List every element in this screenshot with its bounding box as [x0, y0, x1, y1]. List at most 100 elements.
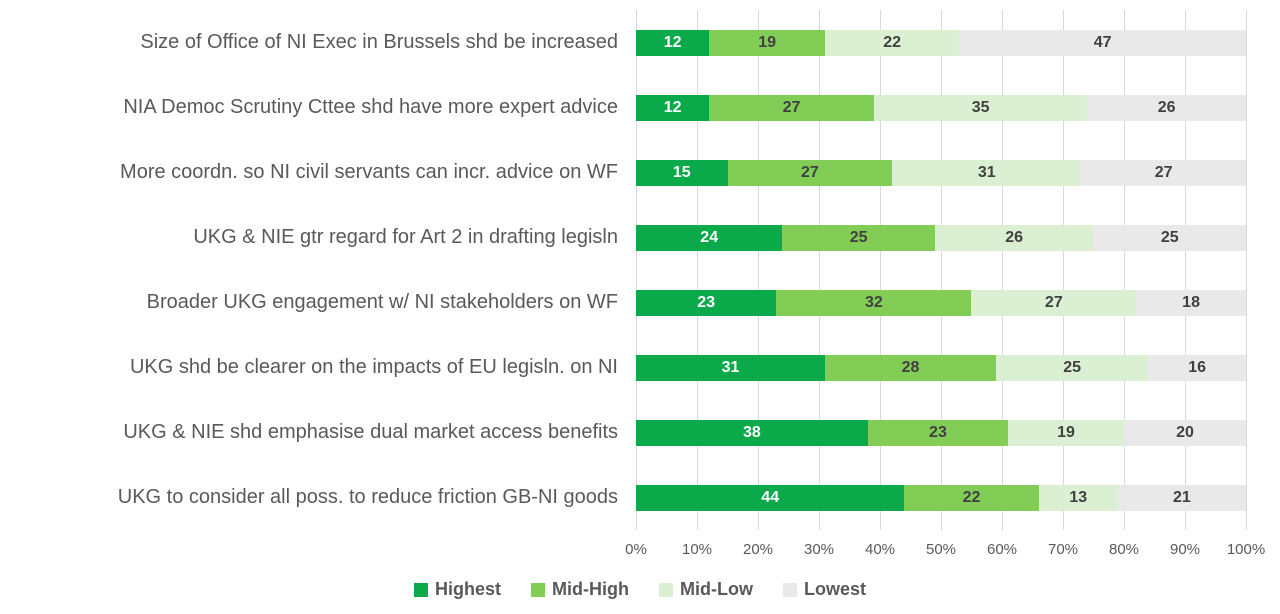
x-tick-label: 100%	[1226, 541, 1266, 558]
bar-segment-mid-low: 25	[995, 354, 1149, 381]
stacked-bar: 15 27 31 27	[636, 159, 1246, 186]
bar-segment-highest: 44	[636, 484, 905, 511]
legend-label: Mid-High	[552, 579, 629, 599]
gridline	[879, 10, 881, 530]
legend-item-highest: Highest	[414, 579, 501, 600]
gridline	[757, 10, 759, 530]
bar-row: 44 22 13 21	[636, 465, 1246, 530]
x-tick-label: 80%	[1108, 541, 1140, 558]
bar-segment-lowest: 27	[1081, 159, 1246, 186]
bars: 12 19 22 47 12 27 35 26 15 27 31 27 24 25 26 25 23 32 27 18…	[636, 10, 1246, 530]
value-label: 22	[962, 488, 981, 506]
gridlines	[635, 10, 1247, 530]
gridline	[1001, 10, 1003, 530]
plot-area: 12 19 22 47 12 27 35 26 15 27 31 27 24 25 26 25 23 32 27 18…	[635, 10, 1247, 530]
gridline	[1184, 10, 1186, 530]
bar-segment-mid-high: 23	[867, 419, 1009, 446]
value-label: 21	[1173, 488, 1191, 506]
bar-segment-mid-high: 32	[776, 289, 972, 316]
bar-segment-mid-low: 22	[825, 29, 960, 56]
bar-segment-lowest: 21	[1117, 484, 1246, 511]
value-label: 19	[1057, 423, 1075, 441]
legend-item-mid-high: Mid-High	[531, 579, 629, 600]
legend-item-mid-low: Mid-Low	[659, 579, 753, 600]
value-label: 23	[697, 293, 716, 311]
bar-segment-highest: 24	[636, 224, 783, 251]
stacked-bar: 12 27 35 26	[636, 94, 1246, 121]
value-label: 47	[1093, 33, 1112, 51]
gridline	[818, 10, 820, 530]
category-label: UKG & NIE gtr regard for Art 2 in drafti…	[193, 226, 618, 248]
bar-segment-lowest: 18	[1136, 289, 1246, 316]
bar-segment-mid-low: 13	[1038, 484, 1118, 511]
x-tick-label: 30%	[803, 541, 835, 558]
category-label: More coordn. so NI civil servants can in…	[120, 161, 618, 183]
bar-row: 24 25 26 25	[636, 205, 1246, 270]
bar-segment-highest: 38	[636, 419, 868, 446]
category-label: UKG to consider all poss. to reduce fric…	[117, 486, 618, 508]
value-label: 12	[663, 33, 682, 51]
x-axis: 0% 10% 20% 30% 40% 50% 60% 70% 80% 90% 100%	[625, 541, 1265, 561]
legend-label: Mid-Low	[680, 579, 753, 599]
bar-row: 12 19 22 47	[636, 10, 1246, 75]
legend-label: Highest	[435, 579, 502, 599]
x-tick-label: 90%	[1169, 541, 1201, 558]
value-label: 25	[1160, 228, 1179, 246]
value-label: 32	[864, 293, 883, 311]
value-label: 31	[721, 358, 740, 376]
value-label: 15	[672, 163, 691, 181]
stacked-bar: 12 19 22 47	[636, 29, 1246, 56]
bar-segment-highest: 12	[636, 94, 710, 121]
value-label: 18	[1182, 293, 1200, 311]
bar-segment-highest: 31	[636, 354, 826, 381]
x-tick-label: 70%	[1047, 541, 1079, 558]
value-label: 26	[1157, 98, 1176, 116]
value-label: 23	[929, 423, 947, 441]
bar-segment-mid-low: 19	[1008, 419, 1124, 446]
gridline	[635, 10, 637, 530]
value-label: 22	[883, 33, 902, 51]
legend-swatch-icon	[531, 582, 546, 597]
bar-segment-lowest: 26	[1087, 94, 1246, 121]
value-label: 26	[1005, 228, 1024, 246]
value-label: 27	[1154, 163, 1173, 181]
value-label: 44	[761, 488, 780, 506]
legend-item-lowest: Lowest	[782, 579, 866, 600]
bar-segment-highest: 23	[636, 289, 777, 316]
gridline	[1123, 10, 1125, 530]
bar-segment-highest: 12	[636, 29, 710, 56]
value-label: 35	[971, 98, 990, 116]
gridline	[940, 10, 942, 530]
value-label: 28	[901, 358, 920, 376]
bar-segment-mid-low: 27	[971, 289, 1137, 316]
bar-row: 15 27 31 27	[636, 140, 1246, 205]
bar-segment-mid-low: 26	[934, 224, 1094, 251]
bar-segment-mid-low: 35	[873, 94, 1088, 121]
x-tick-label: 20%	[742, 541, 774, 558]
bar-row: 23 32 27 18	[636, 270, 1246, 335]
x-tick-label: 0%	[625, 541, 647, 558]
stacked-bar: 31 28 25 16	[636, 354, 1246, 381]
bar-segment-mid-high: 27	[709, 94, 874, 121]
value-label: 19	[758, 33, 777, 51]
legend: Highest Mid-High Mid-Low Lowest	[0, 579, 1280, 600]
gridline	[1245, 10, 1247, 530]
gridline	[696, 10, 698, 530]
bar-segment-highest: 15	[636, 159, 728, 186]
value-label: 20	[1176, 423, 1194, 441]
x-tick-label: 60%	[986, 541, 1018, 558]
bar-segment-mid-high: 27	[727, 159, 893, 186]
legend-swatch-icon	[659, 582, 673, 597]
stacked-bar: 44 22 13 21	[636, 484, 1246, 511]
value-label: 27	[1044, 293, 1063, 311]
bar-row: 31 28 25 16	[636, 335, 1246, 400]
bar-segment-lowest: 20	[1123, 419, 1246, 446]
value-label: 24	[700, 228, 719, 246]
legend-label: Lowest	[803, 579, 866, 599]
value-label: 27	[800, 163, 819, 181]
value-label: 13	[1069, 488, 1088, 506]
bar-segment-mid-high: 19	[709, 29, 826, 56]
value-label: 38	[743, 423, 761, 441]
stacked-bar: 24 25 26 25	[636, 224, 1246, 251]
bar-segment-lowest: 25	[1093, 224, 1246, 251]
